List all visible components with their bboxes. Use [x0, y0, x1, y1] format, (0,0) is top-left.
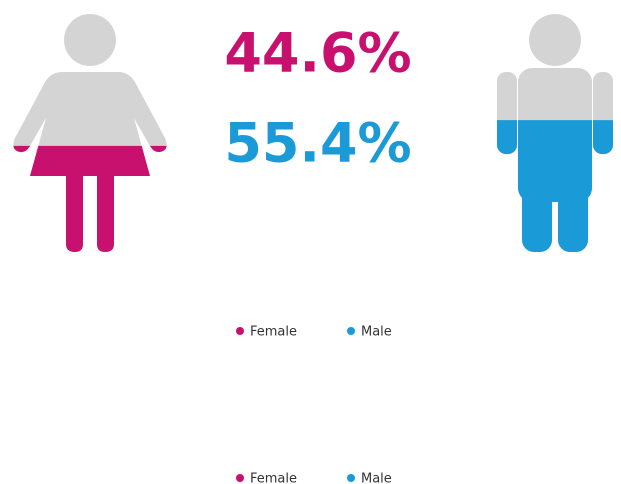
value-label: 55.4%: [224, 112, 411, 175]
legend-label: Male: [361, 472, 392, 484]
legend-marker: [347, 327, 355, 335]
legend-marker: [236, 327, 244, 335]
value-labels: 44.6% 55.4%: [224, 22, 411, 175]
legend-marker: [236, 474, 244, 482]
legend-label: Female: [250, 472, 297, 484]
legend-label: Female: [250, 325, 297, 340]
icon-background: [13, 14, 167, 252]
legend: Female Male: [236, 472, 392, 484]
legend-label: Male: [361, 325, 392, 340]
legend: Female Male: [236, 325, 392, 340]
legend-marker: [347, 474, 355, 482]
value-label: 44.6%: [224, 22, 411, 85]
